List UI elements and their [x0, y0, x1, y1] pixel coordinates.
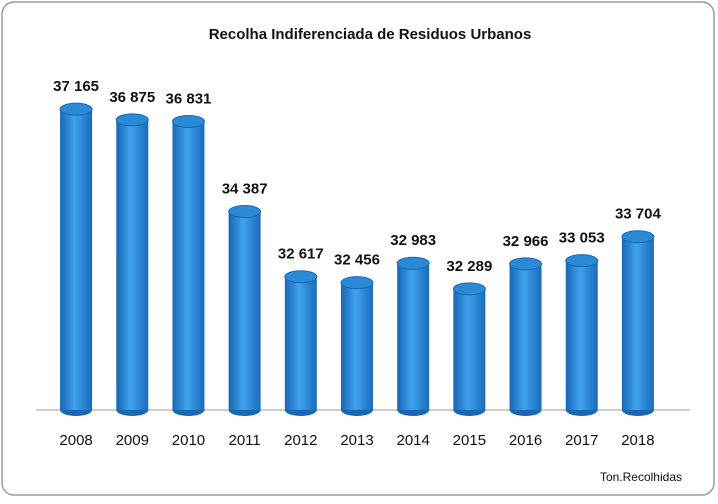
value-label: 37 165	[53, 78, 99, 95]
value-label: 32 983	[390, 232, 436, 249]
x-tick-label: 2016	[509, 432, 542, 449]
bar	[621, 236, 654, 410]
value-label: 32 456	[334, 252, 380, 269]
bar	[509, 263, 542, 410]
cylinder-top	[284, 270, 318, 284]
x-tick-label: 2011	[229, 432, 261, 449]
x-tick-label: 2008	[59, 432, 92, 449]
x-tick-label: 2015	[453, 432, 486, 449]
cylinder-top	[621, 230, 655, 244]
x-tick-label: 2013	[340, 432, 373, 449]
x-tick-label: 2010	[172, 432, 205, 449]
x-tick-label: 2018	[621, 432, 654, 449]
cylinder-top	[115, 113, 149, 127]
value-label: 36 875	[109, 89, 155, 106]
value-label: 32 289	[446, 258, 492, 275]
x-tick-label: 2017	[565, 432, 598, 449]
value-label: 33 053	[559, 230, 605, 247]
bar	[341, 282, 373, 410]
bar	[453, 288, 486, 410]
bar	[116, 119, 149, 411]
cylinder-top	[340, 276, 374, 290]
x-tick-label: 2012	[284, 432, 317, 449]
bar	[565, 260, 598, 410]
cylinder-top	[452, 282, 486, 296]
value-label: 33 704	[615, 206, 662, 223]
bar	[172, 121, 205, 410]
value-label: 36 831	[166, 90, 212, 107]
cylinder-top	[59, 102, 93, 116]
bar	[228, 211, 261, 410]
cylinder-top	[565, 254, 599, 268]
bar	[284, 276, 317, 410]
cylinder-top	[171, 114, 205, 128]
unit-label: Ton.Recolhidas	[600, 470, 682, 484]
x-tick-label: 2009	[116, 432, 149, 449]
cylinder-top	[396, 256, 430, 270]
cylinder-top	[509, 257, 543, 271]
chart-frame	[1, 1, 715, 496]
bar	[397, 263, 430, 410]
cylinder-top	[228, 205, 262, 219]
bar	[60, 109, 93, 411]
value-label: 32 966	[503, 233, 549, 250]
value-label: 34 387	[222, 181, 268, 198]
value-label: 32 617	[278, 246, 324, 263]
x-tick-label: 2014	[396, 432, 429, 449]
chart-title: Recolha Indiferenciada de Residuos Urban…	[209, 26, 532, 43]
